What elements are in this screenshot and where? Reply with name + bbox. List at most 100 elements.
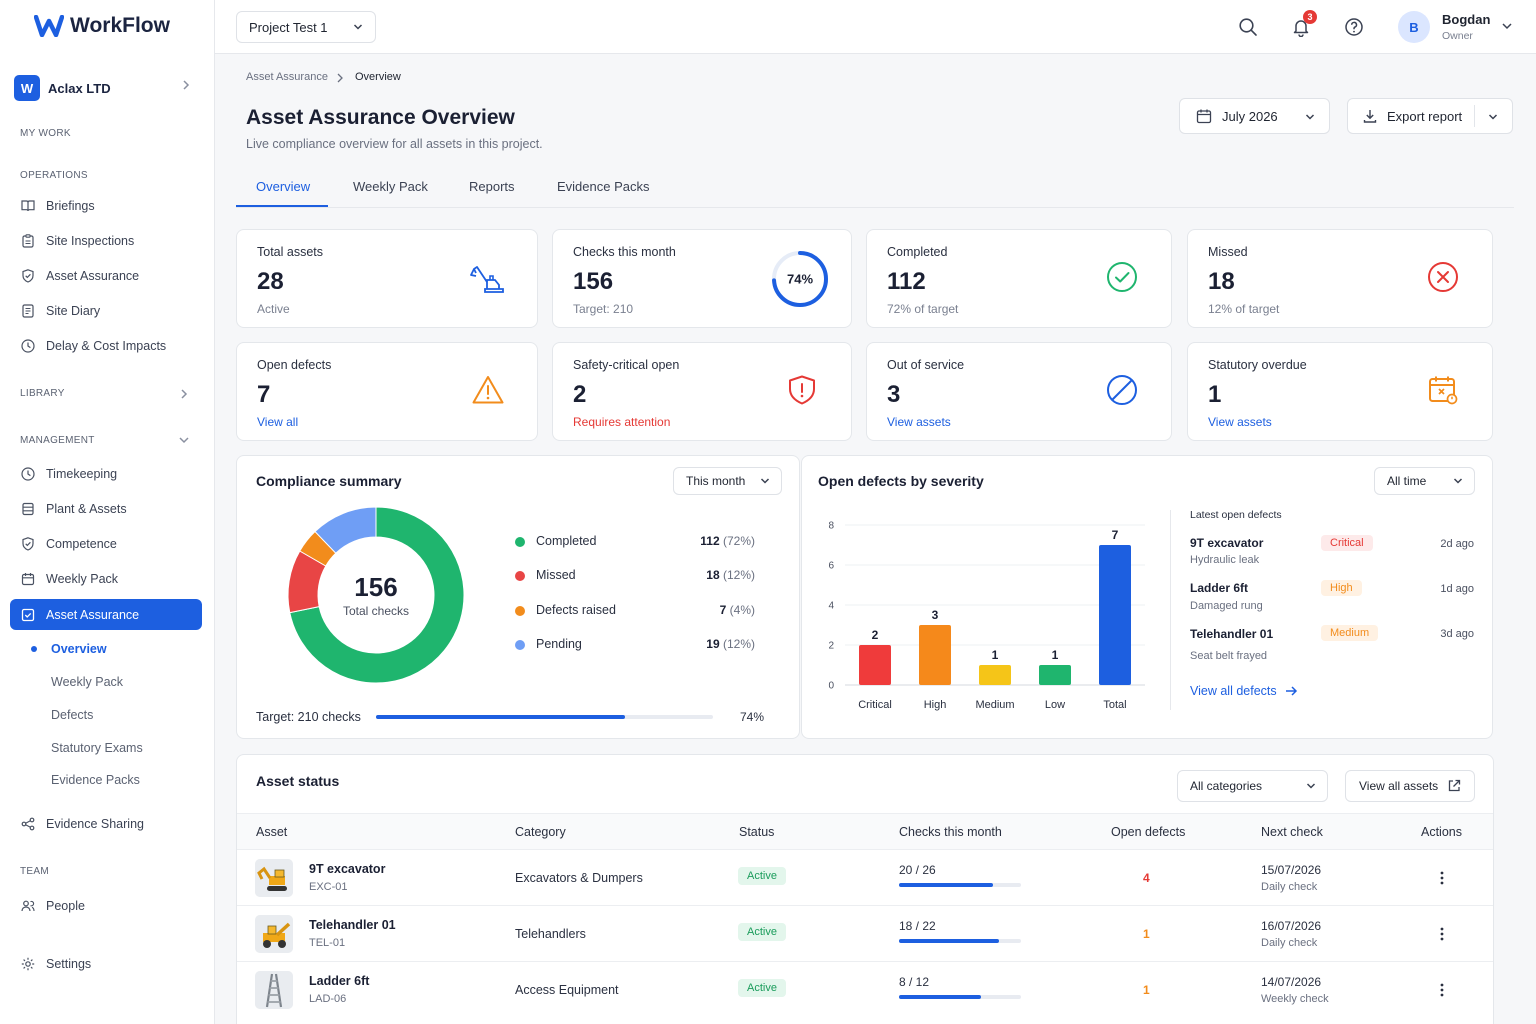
category-filter[interactable]: All categories [1177,770,1328,802]
kpi-out-of-service[interactable]: Out of service 3 View assets [866,342,1172,441]
section-library[interactable]: LIBRARY [20,388,65,399]
sidebar: WorkFlow W Aclax LTD MY WORK OPERATIONS … [0,0,215,1024]
view-all-defects-link[interactable]: View all defects [1190,684,1298,698]
defect-asset-name[interactable]: Ladder 6ft [1190,581,1249,595]
bar-high[interactable] [919,625,951,685]
column-header[interactable]: Asset [256,825,288,839]
defect-asset-name[interactable]: Telehandler 01 [1190,627,1274,641]
bar-value-label: 7 [1112,528,1119,542]
chevron-down-icon[interactable] [1488,111,1498,123]
kpi-checks-this-month[interactable]: Checks this month 156 Target: 210 74% [552,229,852,328]
sidebar-sub-weekly-pack[interactable]: Weekly Pack [51,675,124,689]
avatar[interactable]: B [1398,11,1430,43]
kpi-completed[interactable]: Completed 112 72% of target [866,229,1172,328]
sidebar-item-asset-assurance-ops[interactable]: Asset Assurance [10,261,202,291]
asset-name[interactable]: 9T excavator [309,862,386,876]
sidebar-sub-overview[interactable]: Overview [51,642,107,656]
asset-category: Access Equipment [515,983,619,997]
tab-overview[interactable]: Overview [256,179,311,194]
sidebar-item-competence[interactable]: Competence [10,529,202,559]
sidebar-item-evidence-sharing[interactable]: Evidence Sharing [10,809,202,839]
filter-label: This month [686,474,746,488]
view-all-defects-link[interactable]: View all [257,415,299,429]
column-header[interactable]: Open defects [1111,825,1186,839]
bar-low[interactable] [1039,665,1071,685]
compliance-period-filter[interactable]: This month [673,467,782,495]
y-tick-label: 4 [828,601,834,612]
column-header[interactable]: Checks this month [899,825,1002,839]
column-header[interactable]: Status [739,825,775,839]
defects-period-filter[interactable]: All time [1374,467,1475,495]
bar-total[interactable] [1099,545,1131,685]
breadcrumb-asset-assurance[interactable]: Asset Assurance [246,71,328,83]
defect-asset-name[interactable]: 9T excavator [1190,536,1264,550]
bar-value-label: 1 [1052,648,1059,662]
tab-reports[interactable]: Reports [469,179,515,194]
more-actions-button[interactable] [1433,868,1451,888]
sidebar-item-plant-assets[interactable]: Plant & Assets [10,494,202,524]
donut-center-label: Total checks [343,604,409,618]
table-row[interactable]: 9T excavator EXC-01 Excavators & Dumpers… [237,849,1493,905]
legend-count: 18 [706,568,720,582]
column-header[interactable]: Category [515,825,566,839]
view-all-assets-button[interactable]: View all assets [1345,770,1475,802]
more-actions-button[interactable] [1433,980,1451,1000]
donut-slice-completed[interactable] [289,506,465,684]
more-actions-button[interactable] [1433,924,1451,944]
chevron-right-icon[interactable] [180,389,188,399]
compliance-donut: 156 Total checks [287,506,465,684]
project-selector[interactable]: Project Test 1 [236,11,376,43]
user-name[interactable]: Bogdan [1442,12,1491,27]
sidebar-sub-statutory-exams[interactable]: Statutory Exams [51,741,143,755]
bar-critical[interactable] [859,645,891,685]
sidebar-item-people[interactable]: People [10,891,202,921]
chevron-down-icon[interactable] [179,436,189,444]
sidebar-item-asset-assurance[interactable]: Asset Assurance [10,599,202,630]
sidebar-item-weekly-pack[interactable]: Weekly Pack [10,564,202,594]
section-management[interactable]: MANAGEMENT [20,435,95,446]
kpi-value: 112 [887,268,926,295]
sidebar-item-briefings[interactable]: Briefings [10,191,202,221]
chevron-down-icon[interactable] [1501,20,1513,32]
y-tick-label: 8 [828,521,834,532]
sidebar-sub-evidence-packs[interactable]: Evidence Packs [51,773,140,787]
sidebar-item-settings[interactable]: Settings [10,949,202,979]
ladder-icon [255,971,293,1009]
kpi-total-assets[interactable]: Total assets 28 Active [236,229,538,328]
bell-icon [1293,20,1309,37]
view-assets-link[interactable]: View assets [1208,415,1272,429]
x-tick-label: High [924,699,947,711]
asset-name[interactable]: Ladder 6ft [309,974,370,988]
kpi-missed[interactable]: Missed 18 12% of target [1187,229,1493,328]
section-my-work[interactable]: MY WORK [20,128,71,139]
legend-label: Missed [536,568,576,582]
sidebar-item-delay-cost[interactable]: Delay & Cost Impacts [10,331,202,361]
bar-medium[interactable] [979,665,1011,685]
sidebar-item-site-inspections[interactable]: Site Inspections [10,226,202,256]
search-button[interactable] [1236,15,1260,39]
view-assets-link[interactable]: View assets [887,415,951,429]
column-header[interactable]: Next check [1261,825,1323,839]
latest-defects-title: Latest open defects [1190,509,1282,521]
help-button[interactable] [1342,15,1366,39]
sidebar-item-timekeeping[interactable]: Timekeeping [10,459,202,489]
legend-pct: (4%) [729,603,755,617]
table-row[interactable]: Telehandler 01 TEL-01 Telehandlers Activ… [237,905,1493,961]
kpi-statutory-overdue[interactable]: Statutory overdue 1 View assets [1187,342,1493,441]
tab-weekly-pack[interactable]: Weekly Pack [353,179,428,194]
export-report-button[interactable]: Export report [1347,98,1513,134]
sidebar-item-site-diary[interactable]: Site Diary [10,296,202,326]
app-logo[interactable]: WorkFlow [34,14,170,38]
stack-icon [20,501,36,517]
kpi-open-defects[interactable]: Open defects 7 View all [236,342,538,441]
notifications-button[interactable]: 3 [1289,10,1317,39]
donut-slice-pending[interactable] [314,506,377,554]
asset-name[interactable]: Telehandler 01 [309,918,396,932]
kpi-safety-critical[interactable]: Safety-critical open 2 Requires attentio… [552,342,852,441]
sidebar-sub-defects[interactable]: Defects [51,708,94,722]
tab-evidence-packs[interactable]: Evidence Packs [557,179,650,194]
period-selector[interactable]: July 2026 [1179,98,1330,134]
org-switcher[interactable]: W Aclax LTD [12,72,204,104]
table-row[interactable]: Ladder 6ft LAD-06 Access Equipment Activ… [237,961,1493,1017]
sidebar-item-label: Competence [46,537,117,551]
